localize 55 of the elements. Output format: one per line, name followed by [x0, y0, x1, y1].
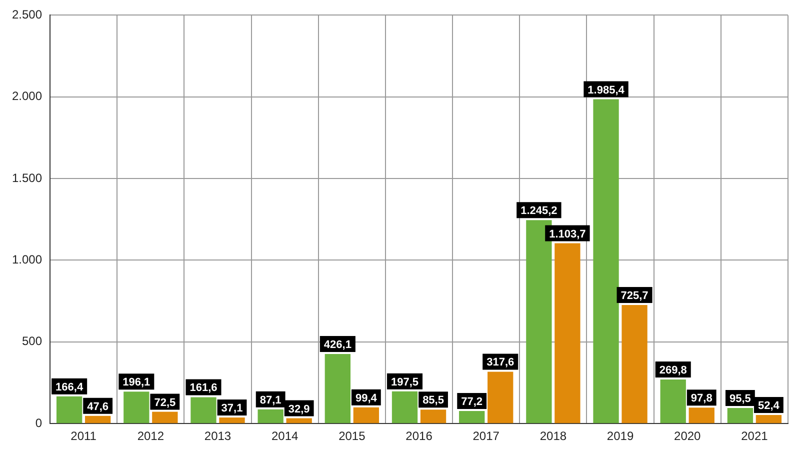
bar: [554, 243, 580, 424]
data-label: 317,6: [486, 356, 514, 369]
x-tick-label: 2020: [674, 429, 702, 444]
data-label: 32,9: [288, 403, 310, 416]
y-tick-label: 2.500: [12, 8, 42, 22]
data-label: 99,4: [355, 392, 378, 404]
y-tick-label: 500: [22, 334, 42, 348]
bar: [622, 305, 648, 424]
bar: [660, 380, 686, 424]
bar: [688, 408, 714, 424]
bar: [593, 99, 619, 424]
x-tick-label: 2015: [338, 429, 366, 444]
data-label: 725,7: [620, 290, 648, 302]
x-tick-label: 2012: [137, 429, 164, 444]
y-tick-label: 1.000: [12, 252, 42, 267]
data-label: 161,6: [190, 382, 218, 394]
y-tick-label: 2.000: [12, 89, 42, 104]
bar: [152, 412, 178, 424]
x-tick-label: 2018: [540, 429, 567, 444]
x-tick-label: 2016: [406, 429, 433, 444]
data-label: 47,6: [87, 400, 109, 413]
data-label: 197,5: [390, 376, 419, 388]
data-label: 95,5: [729, 393, 751, 406]
data-label: 1.103,7: [549, 228, 586, 240]
bar: [324, 354, 350, 424]
y-tick-label: 1.500: [12, 170, 42, 185]
x-tick-label: 2021: [741, 429, 768, 444]
data-label: 97,8: [690, 392, 712, 405]
x-tick-label: 2011: [70, 429, 97, 444]
data-label: 196,1: [122, 376, 150, 389]
data-label: 166,4: [56, 381, 84, 394]
bar: [727, 408, 754, 424]
x-tick-label: 2013: [204, 429, 232, 444]
bar: [219, 418, 245, 424]
y-tick-label: 0: [35, 416, 42, 430]
data-label: 52,4: [758, 400, 780, 412]
x-tick-label: 2019: [606, 429, 634, 444]
bar: [756, 415, 782, 424]
data-label: 87,1: [260, 394, 282, 406]
data-label: 269,8: [659, 364, 687, 377]
bar: [286, 418, 312, 424]
data-label: 72,5: [154, 396, 176, 409]
data-label: 426,1: [324, 339, 352, 352]
bar: [420, 410, 446, 424]
data-label: 77,2: [461, 396, 483, 408]
data-label: 85,5: [422, 394, 444, 407]
data-label: 1.985,4: [588, 84, 626, 96]
bar: [488, 372, 514, 424]
data-label: 1.245,2: [520, 205, 558, 218]
data-label: 37,1: [221, 402, 243, 415]
bar: [85, 416, 111, 424]
x-tick-label: 2014: [271, 429, 299, 444]
bar: [353, 407, 380, 424]
x-tick-label: 2017: [472, 429, 500, 444]
bar: [459, 410, 485, 424]
